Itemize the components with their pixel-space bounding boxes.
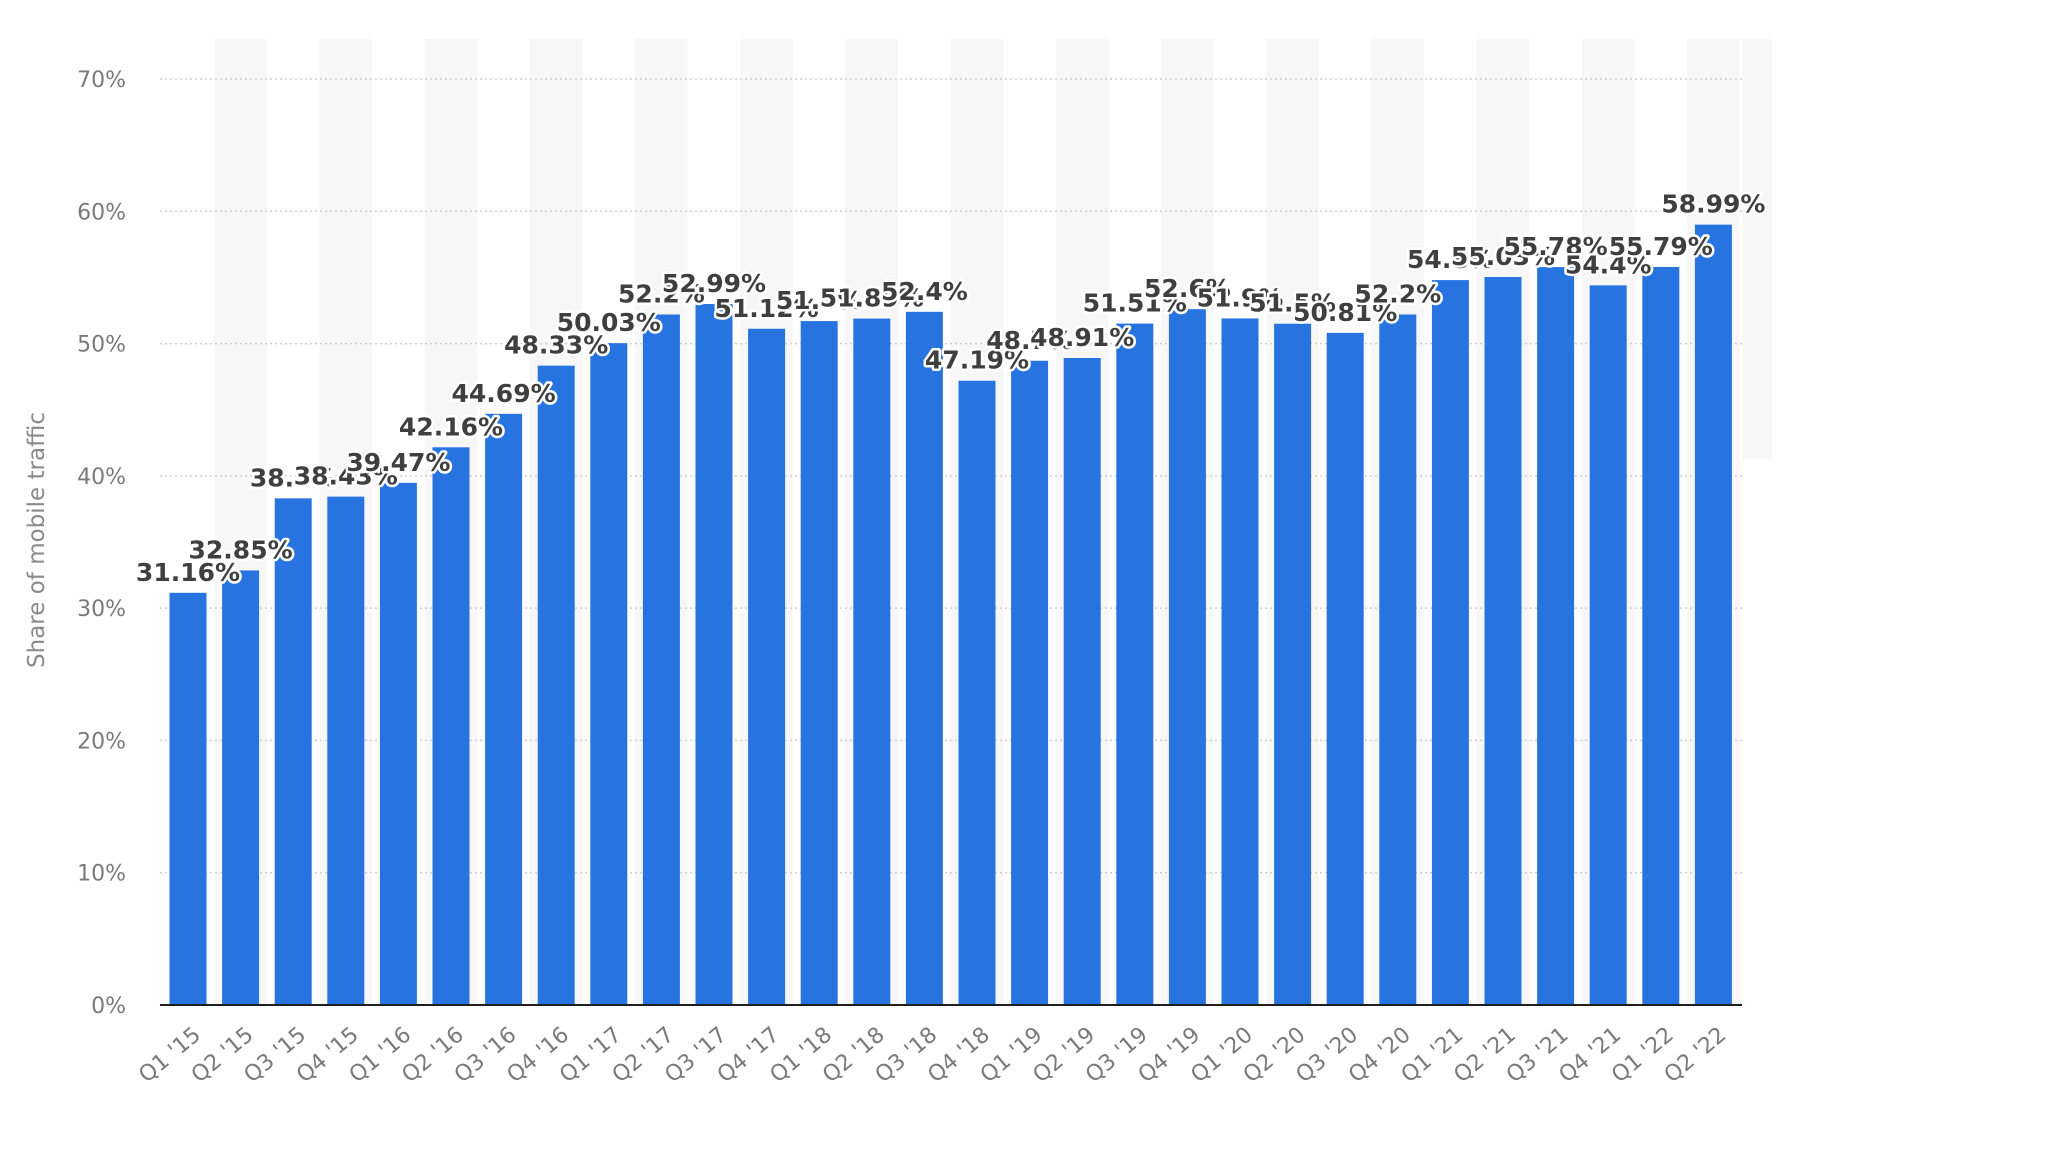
bar (590, 343, 628, 1005)
data-label: 48.7% (986, 326, 1073, 355)
data-label: 51.5% (1249, 289, 1336, 318)
bar (485, 413, 523, 1005)
data-label: 50.03% (557, 308, 661, 337)
y-tick-label: 30% (77, 597, 126, 622)
bar (1694, 224, 1732, 1005)
data-label: 48.91% (1030, 323, 1134, 352)
data-label: 39.47% (346, 448, 450, 477)
data-label: 51.7% (776, 286, 863, 315)
bar (1537, 267, 1575, 1005)
bar (1063, 357, 1101, 1005)
gridlines (160, 78, 1742, 874)
y-tick-label: 60% (77, 200, 126, 225)
data-label: 52.2% (618, 279, 705, 308)
data-label: 51.89% (820, 284, 924, 313)
bar (1011, 360, 1049, 1006)
data-label: 44.69% (452, 379, 556, 408)
bar (1642, 266, 1680, 1005)
data-label: 52.2% (1354, 279, 1441, 308)
data-label: 51.51% (1083, 289, 1187, 318)
bar (169, 592, 207, 1005)
y-tick-label: 0% (91, 994, 126, 1019)
y-axis-ticks: 0% 10% 20% 30% 40% 50% 60% 70% (77, 68, 126, 1019)
data-label: 38.3% (250, 463, 337, 492)
data-label: 55.79% (1609, 232, 1713, 261)
bar (748, 328, 786, 1005)
bar (537, 365, 575, 1005)
bar (853, 318, 891, 1005)
bar (1221, 318, 1259, 1005)
data-label: 55.03% (1451, 242, 1555, 271)
bar (327, 496, 365, 1005)
bar (1484, 277, 1522, 1005)
bar (379, 482, 417, 1005)
bars (169, 224, 1732, 1006)
bar (1379, 314, 1417, 1005)
bar (905, 311, 943, 1005)
data-label: 58.99% (1661, 190, 1765, 219)
data-label: 54.4% (1565, 250, 1652, 279)
bar (274, 498, 312, 1005)
bar (1326, 332, 1364, 1005)
data-label: 48.33% (504, 331, 608, 360)
bar (800, 321, 838, 1005)
data-label: 50.81% (1293, 298, 1397, 327)
data-label: 31.16% (136, 558, 240, 587)
y-tick-label: 20% (77, 729, 126, 754)
bar (432, 447, 470, 1005)
bar (1431, 280, 1469, 1005)
data-label: 52.4% (881, 277, 968, 306)
y-axis-title: Share of mobile traffic (24, 412, 50, 668)
data-label: 32.85% (189, 535, 293, 564)
data-label: 38.43% (294, 462, 398, 491)
bar (222, 570, 260, 1005)
data-labels: 31.16%32.85% 38.3%38.43%39.47% 42.16% 44.69… (133, 187, 1768, 589)
y-tick-label: 50% (77, 333, 126, 358)
bar (695, 304, 733, 1005)
data-label: 54.8% (1407, 245, 1494, 274)
bar (1589, 285, 1627, 1005)
bar (642, 314, 680, 1005)
y-tick-label: 70% (77, 68, 126, 93)
data-label: 51.12% (715, 294, 819, 323)
background-band (1742, 39, 1772, 459)
data-label: 51.9% (1197, 283, 1284, 312)
data-label: 55.78% (1504, 232, 1608, 261)
bar (958, 380, 996, 1005)
bar (1168, 309, 1206, 1006)
y-tick-label: 10% (77, 862, 126, 887)
data-label: 47.19% (925, 346, 1029, 375)
bar (1274, 323, 1312, 1005)
data-label: 52.6% (1144, 274, 1231, 303)
y-tick-label: 40% (77, 465, 126, 490)
data-label: 52.99% (662, 269, 766, 298)
data-label: 42.16% (399, 412, 503, 441)
bar (1116, 323, 1154, 1005)
